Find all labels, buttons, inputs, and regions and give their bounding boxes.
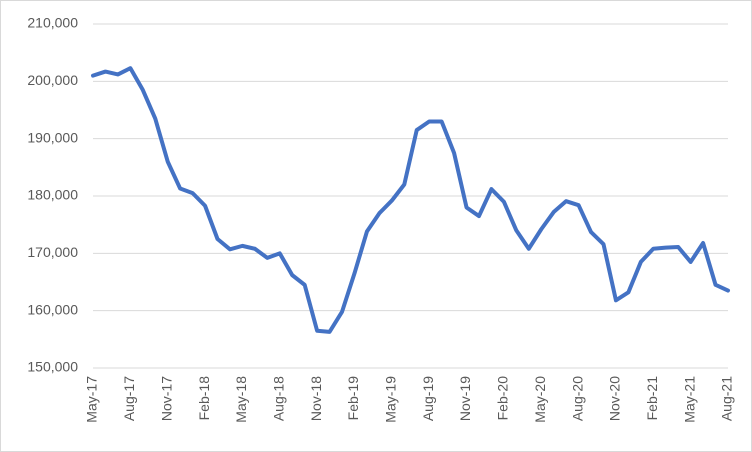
x-tick-label: Feb-20 (495, 376, 511, 421)
y-tick-label: 190,000 (27, 129, 78, 145)
line-series (91, 66, 730, 334)
x-tick-label: Aug-21 (719, 376, 735, 421)
x-tick-label: Feb-18 (196, 376, 212, 421)
x-tick-label: Nov-17 (158, 376, 174, 421)
y-tick-label: 150,000 (27, 359, 78, 375)
x-tick-label: Aug-19 (420, 376, 436, 421)
x-tick-label: May-21 (681, 376, 697, 423)
x-tick-label: Feb-19 (345, 376, 361, 421)
x-tick-label: Feb-21 (644, 376, 660, 421)
x-tick-label: May-17 (84, 376, 100, 423)
y-tick-label: 160,000 (27, 301, 78, 317)
y-tick-label: 170,000 (27, 244, 78, 260)
x-tick-label: May-18 (233, 376, 249, 423)
x-tick-label: Aug-17 (121, 376, 137, 421)
x-tick-label: Aug-20 (569, 376, 585, 421)
y-tick-label: 210,000 (27, 15, 78, 31)
y-tick-label: 180,000 (27, 187, 78, 203)
x-tick-label: May-19 (383, 376, 399, 423)
x-tick-label: Aug-18 (270, 376, 286, 421)
x-tick-label: Nov-20 (607, 376, 623, 421)
x-tick-label: Nov-18 (308, 376, 324, 421)
y-tick-label: 200,000 (27, 72, 78, 88)
x-tick-label: Nov-19 (457, 376, 473, 421)
x-tick-label: May-20 (532, 376, 548, 423)
